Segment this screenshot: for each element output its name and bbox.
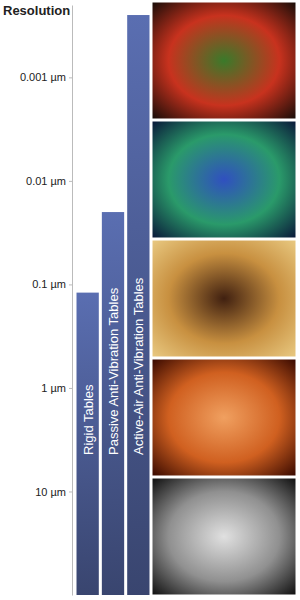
tick: 0.01 µm (26, 175, 72, 187)
tick-label: 0.1 µm (32, 278, 66, 290)
category-label: Rigid Tables (81, 384, 96, 455)
title: Resolution (3, 3, 70, 18)
tick-mark (69, 284, 72, 285)
category-label: Active-Air Anti-Vibration Tables (131, 277, 146, 455)
chart: Resolution Rigid Tables Passive Anti-Vibra… (0, 0, 300, 600)
bar (102, 212, 124, 595)
micrograph (152, 121, 296, 238)
tick-mark (69, 181, 72, 182)
y-axis: 0.001 µm 0.01 µm 0.1 µm 1 µm 10 µm (20, 6, 73, 596)
micrograph (152, 359, 296, 476)
tick-label: 0.01 µm (26, 175, 66, 187)
category-label: Passive Anti-Vibration Tables (106, 287, 121, 455)
tick-mark (69, 491, 72, 492)
tick-mark (69, 77, 72, 78)
tick-label: 10 µm (35, 485, 66, 497)
axis-line (72, 6, 73, 596)
bar (77, 293, 99, 595)
tick: 0.1 µm (32, 278, 72, 290)
micrograph (152, 478, 296, 595)
micrograph (152, 240, 296, 357)
micrograph (152, 2, 296, 119)
tick: 10 µm (35, 485, 72, 497)
bars (77, 15, 150, 595)
tick-mark (69, 388, 72, 389)
tick: 0.001 µm (20, 71, 72, 83)
tick-label: 1 µm (41, 382, 66, 394)
tick: 1 µm (41, 382, 72, 394)
tick-label: 0.001 µm (20, 71, 66, 83)
bar (127, 15, 149, 595)
